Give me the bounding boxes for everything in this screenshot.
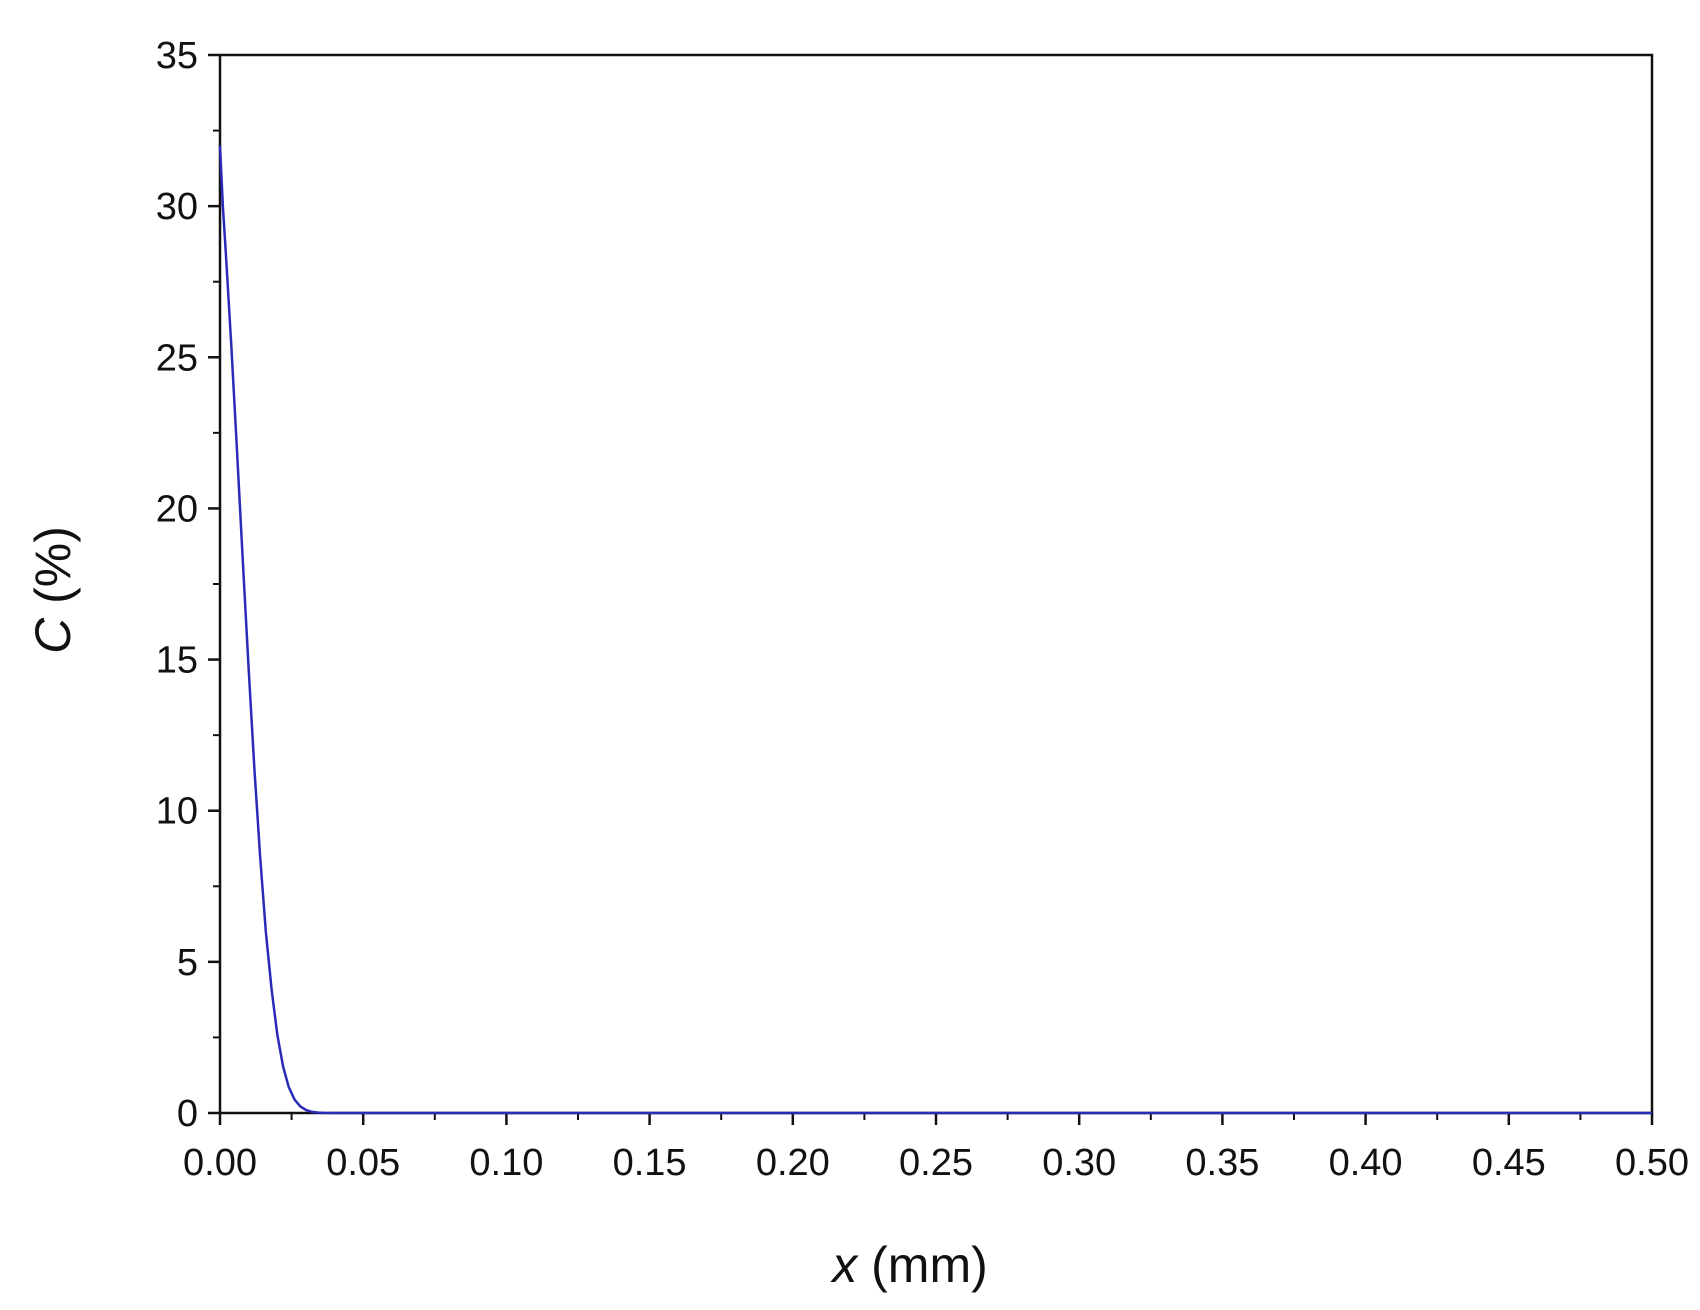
y-tick-label: 20 [156, 488, 198, 530]
y-tick-label: 5 [177, 942, 198, 984]
x-tick-label: 0.30 [1042, 1142, 1116, 1184]
x-tick-label: 0.25 [899, 1142, 973, 1184]
x-tick-label: 0.05 [326, 1142, 400, 1184]
y-tick-label: 10 [156, 791, 198, 833]
y-axis-unit: (%) [25, 526, 81, 618]
series-layer [218, 145, 1652, 1115]
x-axis-var: x [830, 1237, 859, 1293]
series-line [218, 145, 1652, 1115]
x-tick-label: 0.00 [183, 1142, 257, 1184]
y-tick-label: 15 [156, 640, 198, 682]
y-axis-title: C (%) [25, 526, 81, 654]
y-axis-var: C [25, 617, 81, 654]
y-tick-label: 35 [156, 35, 198, 77]
x-axis-ticks: 0.00 0.05 0.10 0.15 0.20 0.25 0.30 0.35 0.40 0.45… [183, 1113, 1689, 1184]
plot-frame [218, 53, 1654, 1115]
x-tick-label: 0.35 [1185, 1142, 1259, 1184]
y-axis-ticks: 0 5 10 15 20 25 30 35 [156, 35, 220, 1135]
x-tick-label: 0.15 [613, 1142, 687, 1184]
x-tick-label: 0.10 [469, 1142, 543, 1184]
x-tick-label: 0.45 [1472, 1142, 1546, 1184]
y-tick-label: 25 [156, 337, 198, 379]
x-tick-label: 0.40 [1329, 1142, 1403, 1184]
x-axis-unit: (mm) [857, 1237, 988, 1293]
y-tick-label: 30 [156, 186, 198, 228]
x-axis-title: x (mm) [830, 1237, 988, 1293]
x-tick-label: 0.20 [756, 1142, 830, 1184]
y-tick-label: 0 [177, 1093, 198, 1135]
x-tick-label: 0.50 [1615, 1142, 1689, 1184]
